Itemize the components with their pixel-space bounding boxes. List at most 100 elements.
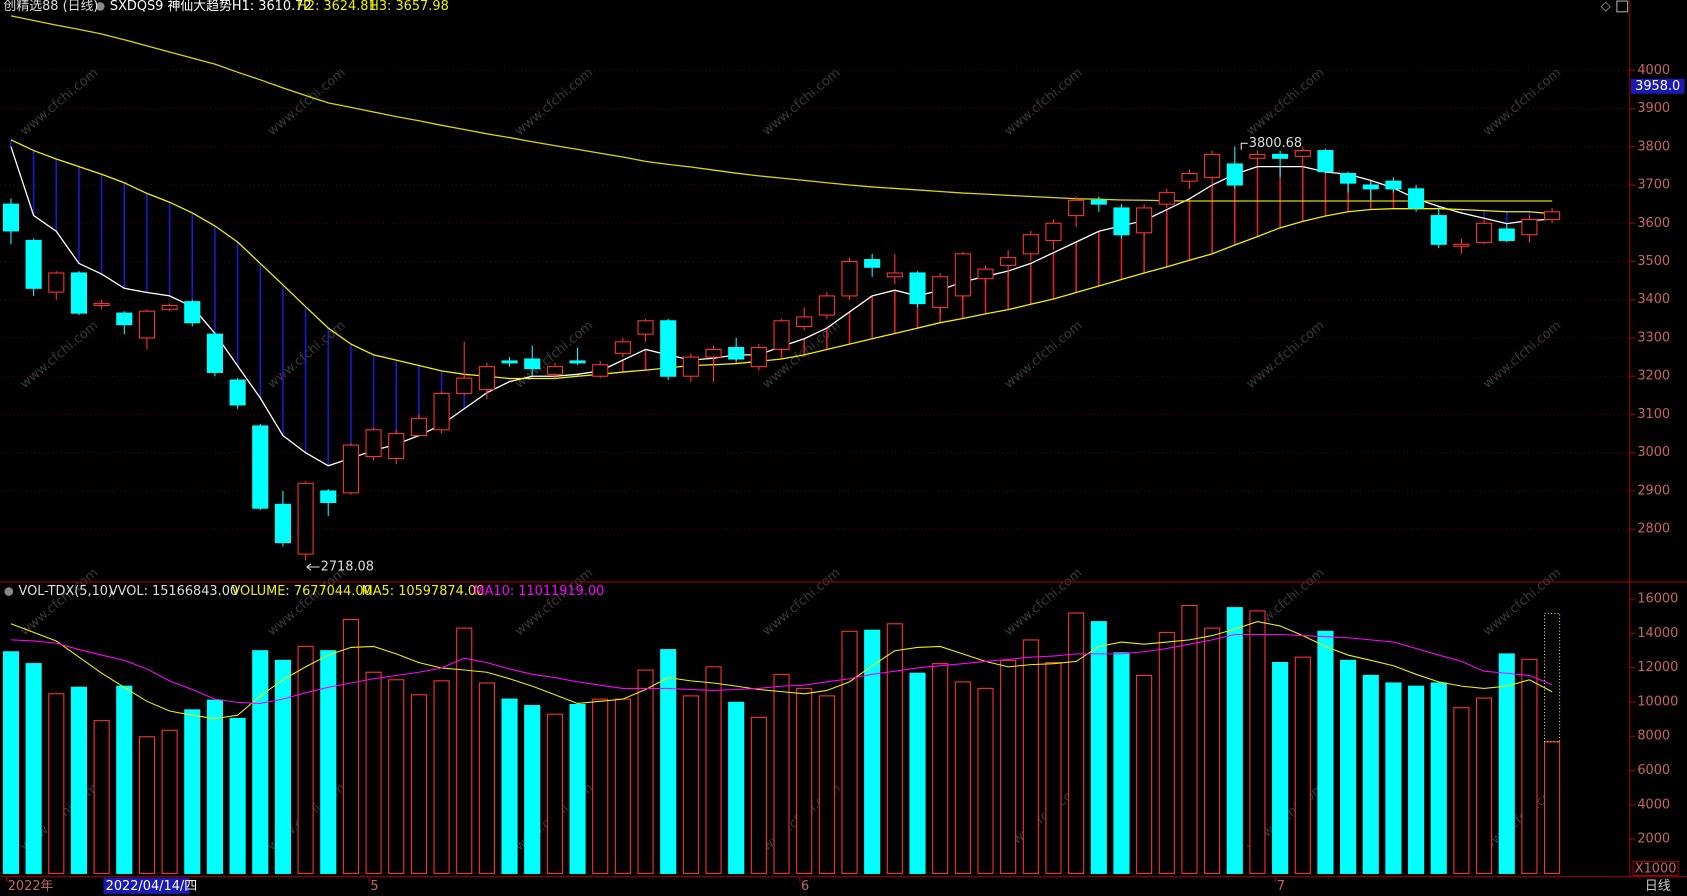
candle-body bbox=[297, 482, 314, 555]
icon-dot[interactable] bbox=[4, 587, 14, 596]
volume-bar bbox=[1385, 682, 1402, 874]
y-tick-label: 3800 bbox=[1637, 139, 1670, 154]
legend-entry: MA10: 11011919.00 bbox=[473, 584, 604, 599]
volume-bar bbox=[48, 693, 65, 874]
volume-ma-line bbox=[10, 621, 1553, 720]
y-tick-label: 3200 bbox=[1637, 369, 1670, 384]
candle-body bbox=[365, 429, 382, 458]
candle-body bbox=[1408, 188, 1425, 209]
candle-body bbox=[93, 303, 110, 307]
y-tick-label: 16000 bbox=[1637, 592, 1678, 607]
cursor-date-box bbox=[103, 877, 190, 894]
candle-body bbox=[818, 295, 835, 316]
candle-body bbox=[977, 268, 994, 280]
volume-bar bbox=[954, 681, 971, 874]
volume-bar bbox=[478, 682, 495, 874]
annotation-arrow bbox=[306, 563, 320, 571]
candle-body bbox=[637, 320, 654, 335]
volume-bar bbox=[184, 709, 201, 874]
candle-body bbox=[728, 347, 745, 360]
legend-entry: VOLUME: 7677044.00 bbox=[231, 584, 371, 599]
candle-body bbox=[546, 366, 563, 375]
candle-body bbox=[1362, 184, 1379, 190]
candle-body bbox=[388, 433, 405, 459]
candle-body bbox=[1181, 172, 1198, 182]
candle-body bbox=[1249, 153, 1266, 159]
volume-bar bbox=[1158, 631, 1175, 874]
volume-bar bbox=[1453, 707, 1470, 874]
volume-bar bbox=[1181, 604, 1198, 874]
y-tick-label: 14000 bbox=[1637, 626, 1678, 641]
volume-bar bbox=[1317, 630, 1334, 874]
volume-bar bbox=[1090, 621, 1107, 874]
volume-bar bbox=[1045, 661, 1062, 874]
volume-bar bbox=[206, 699, 224, 874]
x-tick-label: 2022年 bbox=[8, 879, 54, 894]
candle-body bbox=[1476, 222, 1493, 243]
candle-body bbox=[1113, 207, 1130, 236]
y-tick-label: 3400 bbox=[1637, 292, 1670, 307]
candle-body bbox=[1068, 199, 1085, 217]
candle-body bbox=[478, 366, 495, 391]
volume-bar bbox=[932, 663, 949, 874]
candle-body bbox=[229, 379, 246, 406]
volume-bar bbox=[252, 650, 269, 874]
vvol-label: VVOL: 15166843.00 bbox=[109, 584, 238, 599]
volume-bar bbox=[161, 729, 178, 874]
cursor-price: 3958.0 bbox=[1635, 79, 1680, 94]
candle-body bbox=[796, 316, 813, 328]
candle-body bbox=[1544, 211, 1561, 220]
icon-window[interactable] bbox=[1616, 0, 1629, 13]
unit-label: X1000 bbox=[1635, 862, 1677, 877]
volume-bar bbox=[410, 694, 427, 874]
candle-body bbox=[274, 503, 291, 544]
y-tick-label: 8000 bbox=[1637, 729, 1670, 744]
unit-box bbox=[1632, 861, 1679, 877]
legend-entry: H3: 3657.98 bbox=[369, 0, 449, 14]
candle-body bbox=[342, 444, 359, 494]
y-tick-label: 3600 bbox=[1637, 216, 1670, 231]
volume-bar bbox=[1544, 741, 1561, 874]
annotation: 2718.08 bbox=[321, 559, 374, 574]
candle-body bbox=[660, 320, 677, 377]
cursor-date: 2022/04/14/四 bbox=[106, 879, 198, 894]
volume-bar bbox=[342, 618, 359, 874]
candle-body bbox=[1453, 243, 1470, 247]
candle-body bbox=[501, 360, 518, 364]
y-tick-label: 3700 bbox=[1637, 178, 1670, 193]
x-tick-label: 5 bbox=[370, 879, 378, 894]
chart-title: 创精选88 (日线) bbox=[3, 0, 98, 14]
candle-body bbox=[1430, 215, 1447, 245]
volume-bar bbox=[2, 651, 20, 874]
volume-bar bbox=[1430, 682, 1447, 874]
volume-bar bbox=[660, 649, 677, 874]
icon-dot[interactable] bbox=[95, 2, 105, 11]
volume-bar bbox=[977, 687, 994, 874]
candle-body bbox=[1045, 222, 1062, 242]
volume-bar bbox=[818, 695, 835, 874]
candle-body bbox=[456, 377, 473, 394]
volume-bar bbox=[456, 627, 473, 874]
icon-diamond[interactable]: ◇ bbox=[1601, 0, 1611, 14]
volume-bar bbox=[388, 679, 405, 874]
candle-body bbox=[1090, 199, 1107, 205]
legend-entry: H2: 3624.81 bbox=[297, 0, 377, 14]
volume-bar bbox=[569, 703, 586, 874]
candle-body bbox=[886, 272, 903, 278]
candle-body bbox=[773, 320, 790, 350]
candle-body bbox=[184, 301, 201, 324]
volume-bar bbox=[864, 629, 881, 874]
volume-bar bbox=[501, 698, 518, 874]
candle-body bbox=[954, 253, 971, 297]
legend-entry: MA5: 10597874.00 bbox=[362, 584, 485, 599]
candle-body bbox=[116, 312, 133, 326]
y-tick-label: 3300 bbox=[1637, 330, 1670, 345]
candle-body bbox=[750, 347, 767, 368]
volume-bar bbox=[70, 686, 88, 874]
period-label[interactable]: 日线 bbox=[1645, 879, 1671, 894]
candle-body bbox=[932, 276, 949, 308]
candle-body bbox=[410, 417, 427, 437]
annotation-arrow bbox=[1240, 142, 1248, 150]
x-tick-label: 7 bbox=[1277, 879, 1285, 894]
